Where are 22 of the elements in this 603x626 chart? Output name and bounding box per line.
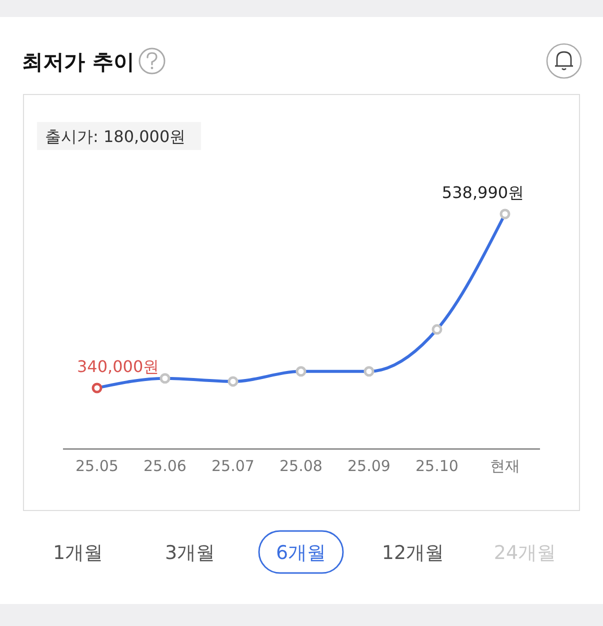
x-tick-label: 현재	[490, 457, 520, 475]
point	[432, 324, 442, 335]
x-tick-label: 25.07	[212, 457, 254, 475]
x-tick-label: 25.09	[348, 457, 390, 475]
data-label: 538,990원	[442, 183, 524, 202]
text: 1개월	[52, 542, 104, 564]
text: 3개월	[164, 542, 216, 564]
point	[364, 366, 374, 377]
point	[228, 376, 238, 387]
x-tick-label: 25.06	[144, 457, 186, 475]
data-label: 340,000원	[77, 357, 160, 376]
chart-title: 최저가 추이	[22, 50, 134, 74]
point	[92, 382, 102, 394]
text: 6개월	[276, 542, 326, 564]
point	[500, 208, 510, 220]
x-tick-label: 25.10	[416, 457, 458, 475]
point	[160, 373, 170, 384]
point	[296, 366, 306, 377]
x-tick-label: 25.08	[280, 457, 322, 475]
text: 출시가: 180,000원	[45, 127, 186, 146]
x-tick-label: 25.05	[76, 457, 118, 475]
text: 12개월	[382, 542, 444, 564]
